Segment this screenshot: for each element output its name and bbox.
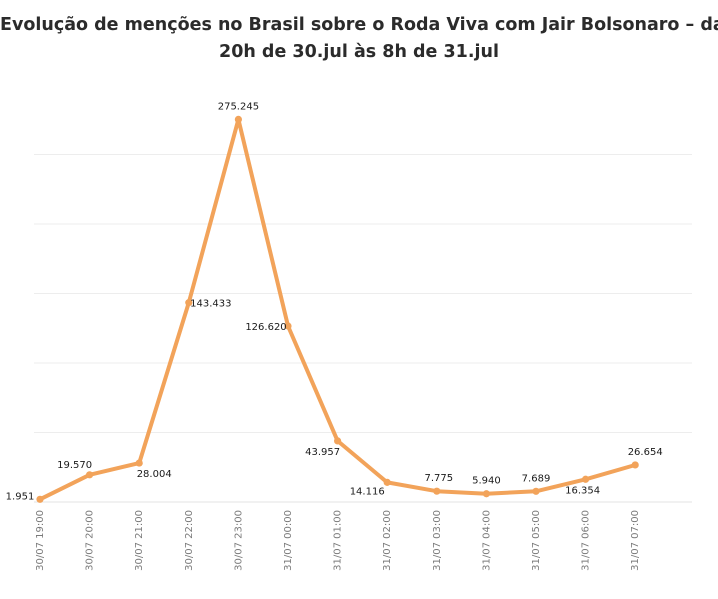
data-label: 275.245 xyxy=(218,101,259,112)
data-points xyxy=(36,115,639,503)
chart-title-line-2: 20h de 30.jul às 8h de 31.jul xyxy=(219,42,499,62)
data-label: 16.354 xyxy=(565,485,600,496)
data-label: 43.957 xyxy=(305,447,340,458)
data-point xyxy=(234,115,242,124)
data-label: 126.620 xyxy=(245,322,286,333)
data-point xyxy=(86,471,94,479)
x-tick-label: 31/07 03:00 xyxy=(432,510,443,571)
x-tick-label: 30/07 19:00 xyxy=(35,510,46,571)
x-axis-tick-labels: 30/07 19:00 30/07 20:00 30/07 21:00 30/07 2… xyxy=(35,510,641,571)
x-tick-label: 30/07 20:00 xyxy=(85,510,96,571)
chart-title: Evolução de menções no Brasil sobre o Ro… xyxy=(0,12,718,66)
data-point xyxy=(334,437,342,445)
x-tick-label: 30/07 22:00 xyxy=(184,510,195,571)
data-point xyxy=(135,459,143,467)
data-point xyxy=(185,299,193,307)
data-label: 143.433 xyxy=(190,299,231,310)
x-tick-label: 31/07 00:00 xyxy=(283,510,294,571)
data-point xyxy=(383,478,391,486)
data-point xyxy=(631,461,639,469)
data-point xyxy=(482,490,490,498)
x-tick-label: 31/07 01:00 xyxy=(333,510,344,571)
x-tick-label: 31/07 07:00 xyxy=(630,510,641,571)
data-point xyxy=(36,495,44,503)
data-point xyxy=(284,322,292,330)
x-tick-label: 31/07 02:00 xyxy=(382,510,393,571)
data-point xyxy=(532,487,540,495)
x-tick-label: 31/07 05:00 xyxy=(531,510,542,571)
data-label: 1.951 xyxy=(6,491,35,502)
chart-title-line-1: Evolução de menções no Brasil sobre o Ro… xyxy=(0,15,718,35)
data-label: 14.116 xyxy=(350,486,385,497)
data-label: 26.654 xyxy=(628,447,663,458)
data-point xyxy=(433,487,441,495)
data-point xyxy=(582,475,590,483)
x-tick-label: 30/07 23:00 xyxy=(233,510,244,571)
data-labels: 1.951 19.570 28.004 143.433 275.245 126.620 43… xyxy=(6,101,663,502)
gridlines xyxy=(34,154,692,503)
x-tick-label: 30/07 21:00 xyxy=(134,510,145,571)
data-label: 7.689 xyxy=(522,473,551,484)
x-tick-label: 31/07 04:00 xyxy=(481,510,492,571)
data-label: 19.570 xyxy=(57,460,92,471)
data-label: 5.940 xyxy=(472,476,501,487)
data-label: 28.004 xyxy=(137,469,172,480)
x-tick-label: 31/07 06:00 xyxy=(581,510,592,571)
data-label: 7.775 xyxy=(424,473,453,484)
